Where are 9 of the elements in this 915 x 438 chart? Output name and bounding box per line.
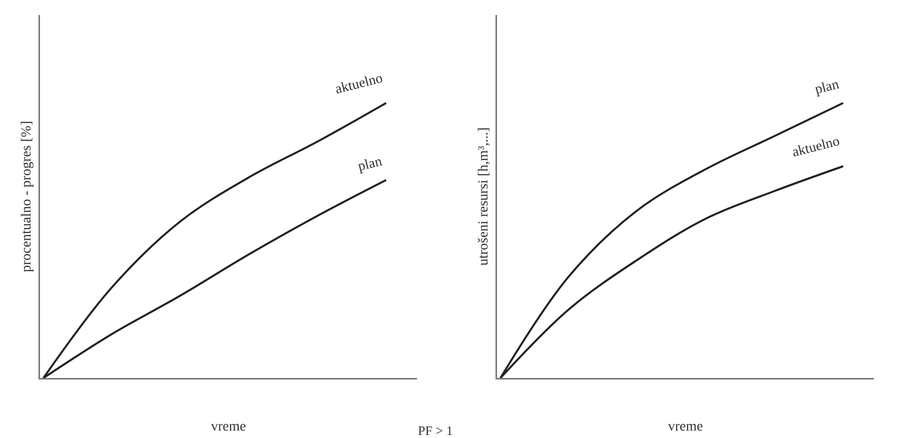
y-axis-title: procentualno - progres [%] bbox=[19, 120, 34, 272]
text: plan bbox=[356, 154, 384, 175]
x-axis-title: vreme bbox=[211, 420, 246, 434]
x-axis-title: vreme bbox=[668, 420, 703, 434]
y-axis-title: utrošeni resursi [h,m³,...] bbox=[476, 127, 492, 266]
text: aktuelno bbox=[790, 134, 842, 160]
text: aktuelno bbox=[334, 71, 384, 98]
text: PF > 1 bbox=[418, 423, 453, 438]
text: plan bbox=[814, 77, 841, 98]
